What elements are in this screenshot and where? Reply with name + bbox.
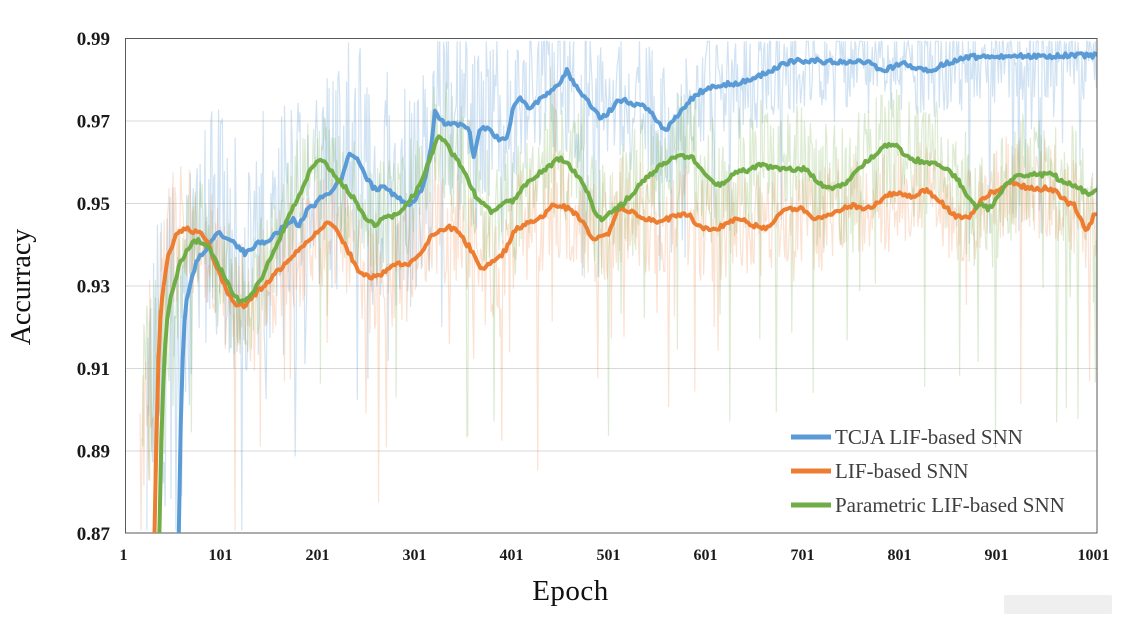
- x-tick-label: 1001: [1078, 547, 1110, 564]
- legend-label: TCJA LIF-based SNN: [835, 425, 1023, 449]
- raw-trace: [139, 80, 1097, 532]
- y-tick-label: 0.99: [77, 29, 110, 50]
- x-axis-tick-labels: 1 101 201 301 401 501 601 701 801 901 1001: [120, 547, 1110, 564]
- x-tick-label: 501: [597, 547, 621, 564]
- x-axis-title-text: Epoch: [532, 575, 609, 607]
- series-line: [176, 51, 1097, 533]
- x-tick-label: 401: [500, 547, 524, 564]
- x-tick-label: 201: [306, 547, 330, 564]
- x-tick-label: 101: [209, 547, 233, 564]
- x-tick-label: 801: [888, 547, 912, 564]
- legend-label: Parametric LIF-based SNN: [835, 493, 1065, 517]
- legend-label: LIF-based SNN: [835, 459, 969, 483]
- raw-data-traces: [139, 39, 1097, 532]
- y-tick-label: 0.97: [77, 112, 111, 133]
- y-tick-label: 0.91: [77, 359, 110, 380]
- plot-border: [125, 38, 1098, 534]
- y-tick-label: 0.87: [77, 524, 111, 545]
- gridlines: [125, 120, 1097, 452]
- x-tick-label: 1: [120, 547, 128, 564]
- x-tick-label: 601: [694, 547, 718, 564]
- smoothed-series-lines: [152, 51, 1097, 533]
- raw-trace: [146, 39, 1097, 531]
- x-axis-title: Epoch: [0, 575, 1121, 608]
- y-axis-title-text: Accurracy: [6, 228, 37, 346]
- raw-trace: [141, 67, 1097, 531]
- y-axis-title: Accurracy: [6, 147, 38, 427]
- series-line: [152, 178, 1097, 533]
- legend: TCJA LIF-based SNN LIF-based SNN Parametri…: [791, 425, 1065, 517]
- y-tick-label: 0.95: [77, 194, 110, 215]
- y-tick-label: 0.93: [77, 277, 110, 298]
- y-axis-tick-labels: 0.99 0.97 0.95 0.93 0.91 0.89 0.87: [77, 29, 111, 545]
- watermark-block: [1004, 595, 1112, 614]
- x-tick-label: 901: [985, 547, 1009, 564]
- series-line: [157, 134, 1097, 533]
- x-tick-label: 701: [791, 547, 815, 564]
- y-tick-label: 0.89: [77, 442, 110, 463]
- x-tick-label: 301: [403, 547, 427, 564]
